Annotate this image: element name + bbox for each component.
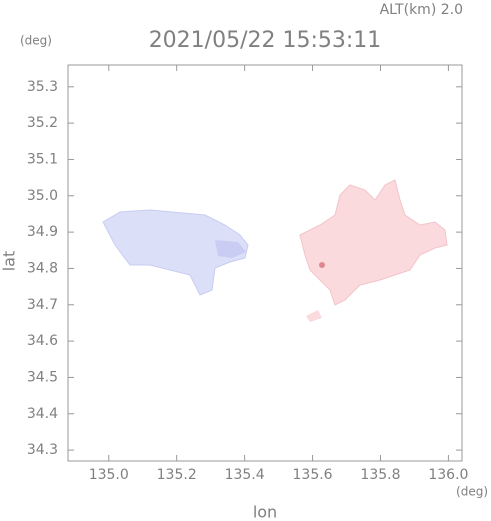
x-axis-label: lon xyxy=(253,503,277,521)
echo-regions xyxy=(102,179,448,322)
red-echo-small xyxy=(306,310,322,322)
y-tick-label: 34.9 xyxy=(27,224,58,240)
plot-frame xyxy=(67,64,463,462)
y-tick-label: 34.3 xyxy=(27,442,58,458)
x-tick-label: 135.6 xyxy=(293,467,333,483)
y-unit: (deg) xyxy=(20,34,52,48)
y-tick-label: 35.3 xyxy=(27,79,58,95)
blue-echo xyxy=(102,209,249,296)
y-tick-label: 34.8 xyxy=(27,260,58,276)
y-axis-label: lat xyxy=(0,251,19,272)
y-tick-label: 34.5 xyxy=(27,369,58,385)
x-tick-label: 135.4 xyxy=(225,467,265,483)
x-tick-label: 135.0 xyxy=(89,467,129,483)
red-echo-core xyxy=(319,262,325,268)
x-tick-label: 135.2 xyxy=(157,467,197,483)
y-tick-label: 34.4 xyxy=(27,406,58,422)
y-tick-label: 35.0 xyxy=(27,188,58,204)
y-tick-label: 35.2 xyxy=(27,115,58,131)
blue-echo-core xyxy=(215,240,246,258)
chart-title: 2021/05/22 15:53:11 xyxy=(149,28,382,53)
red-echo xyxy=(299,179,448,306)
x-unit: (deg) xyxy=(456,485,488,499)
subtitle: ALT(km) 2.0 xyxy=(380,2,463,18)
x-tick-label: 135.8 xyxy=(360,467,400,483)
x-tick-label: 136.0 xyxy=(428,467,468,483)
y-tick-label: 34.7 xyxy=(27,297,58,313)
y-tick-label: 34.6 xyxy=(27,333,58,349)
y-tick-label: 35.1 xyxy=(27,151,58,167)
